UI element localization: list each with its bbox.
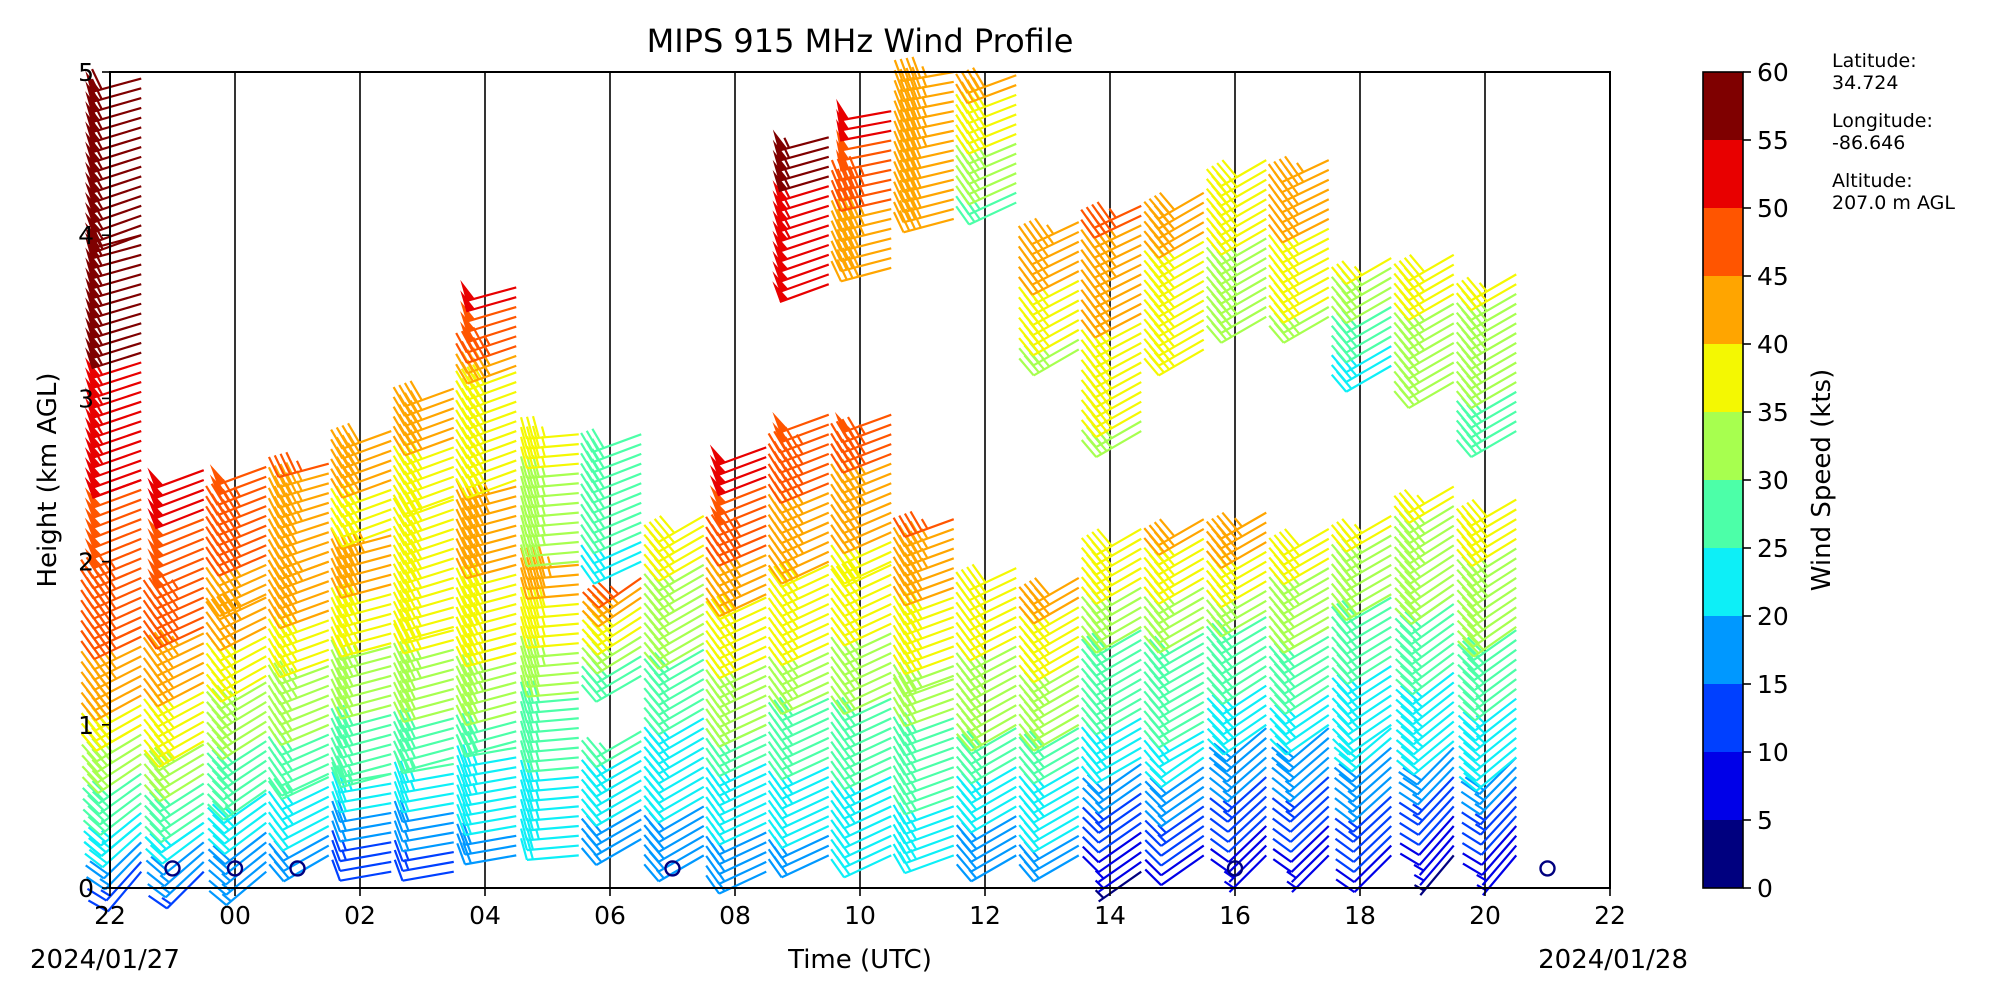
- barb-half-flag: [100, 879, 109, 885]
- barb-full-flag: [81, 631, 94, 649]
- barb-full-flag: [81, 641, 94, 659]
- barb-full-flag: [81, 672, 95, 690]
- barb-full-flag: [81, 610, 94, 628]
- barb-full-flag: [149, 896, 167, 909]
- barb-full-flag: [81, 590, 93, 609]
- barb-full-flag: [81, 580, 93, 599]
- barb-full-flag: [81, 620, 94, 638]
- barb-full-flag: [81, 651, 94, 669]
- barb-half-flag: [162, 898, 171, 904]
- barb-full-flag: [81, 600, 94, 618]
- barb-full-flag: [81, 662, 94, 680]
- barb-full-flag: [81, 692, 95, 710]
- barb-half-flag: [101, 890, 111, 896]
- chart-title: MIPS 915 MHz Wind Profile: [647, 22, 1074, 60]
- barb-full-flag: [81, 682, 95, 700]
